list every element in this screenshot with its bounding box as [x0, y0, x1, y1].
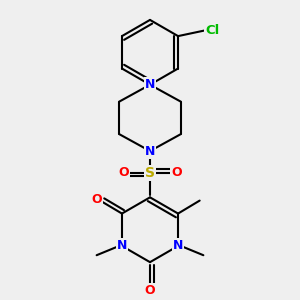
Text: O: O [118, 166, 129, 179]
Text: O: O [91, 193, 102, 206]
Text: O: O [145, 284, 155, 297]
Text: N: N [145, 78, 155, 91]
Text: N: N [145, 145, 155, 158]
Text: O: O [171, 166, 181, 179]
Text: N: N [173, 239, 183, 253]
Text: S: S [145, 166, 155, 180]
Text: Cl: Cl [205, 24, 219, 37]
Text: N: N [117, 239, 127, 253]
